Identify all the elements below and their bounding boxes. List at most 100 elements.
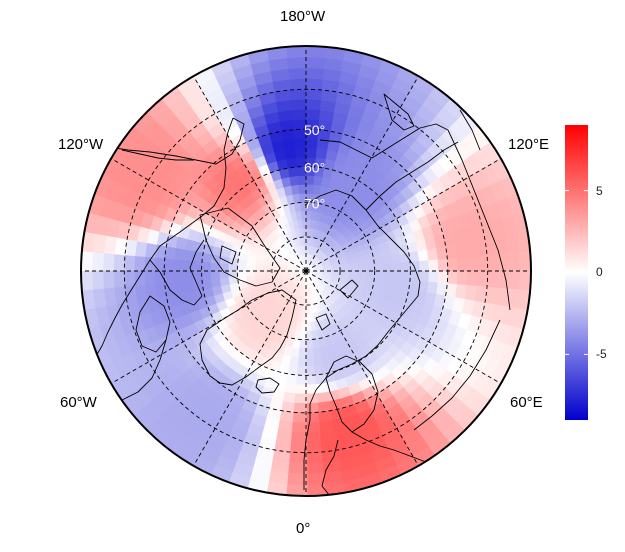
field-cell — [465, 269, 478, 286]
field-cell — [288, 221, 296, 232]
field-cell — [176, 445, 201, 467]
field-cell — [421, 356, 439, 375]
field-cell — [272, 448, 292, 463]
field-cell — [182, 85, 206, 107]
field-cell — [332, 416, 349, 430]
field-cell — [103, 253, 116, 273]
field-cell — [284, 299, 293, 310]
field-cell — [271, 312, 282, 324]
field-cell — [210, 262, 221, 272]
field-cell — [306, 278, 310, 288]
meridian-line — [305, 270, 419, 467]
field-cell — [345, 253, 356, 261]
field-cell — [297, 246, 302, 256]
meridian-line — [193, 75, 307, 272]
field-cell — [310, 237, 315, 248]
field-cell — [237, 271, 248, 278]
field-cell — [330, 208, 341, 220]
canadian-arctic-islands — [199, 207, 281, 287]
field-cell — [310, 294, 316, 305]
field-cell — [296, 166, 306, 178]
field-cell — [156, 172, 175, 192]
field-cell — [297, 286, 302, 296]
field-cell — [225, 401, 244, 418]
field-cell — [346, 277, 357, 285]
field-cell — [185, 290, 198, 304]
field-cell — [406, 435, 430, 457]
field-cell — [293, 138, 306, 150]
field-cell — [214, 106, 234, 125]
map-boundary — [80, 45, 532, 497]
field-cell — [148, 356, 168, 377]
field-cell — [448, 399, 471, 423]
field-cell — [378, 462, 403, 483]
field-cell — [158, 387, 180, 408]
field-cell — [166, 234, 180, 250]
field-cell — [432, 134, 454, 155]
field-cell — [316, 310, 324, 321]
field-cell — [164, 271, 176, 285]
field-cell — [296, 364, 307, 376]
field-cell — [254, 271, 265, 276]
field-cell — [256, 299, 268, 310]
field-cell — [288, 240, 296, 250]
field-cell — [307, 278, 312, 288]
field-cell — [285, 157, 297, 170]
field-cell — [276, 428, 294, 442]
field-cell — [103, 271, 116, 291]
field-cell — [279, 362, 291, 374]
field-cell — [354, 279, 366, 287]
field-cell — [437, 350, 456, 370]
field-cell — [395, 454, 420, 475]
field-cell — [331, 312, 341, 323]
field-cell — [292, 311, 300, 322]
field-cell — [183, 249, 196, 262]
field-cell — [359, 241, 371, 251]
field-cell — [94, 175, 114, 200]
field-cell — [316, 282, 325, 291]
field-cell — [310, 257, 318, 266]
field-cell — [375, 233, 388, 245]
field-cell — [400, 94, 423, 115]
field-cell — [273, 150, 287, 163]
field-cell — [414, 289, 428, 303]
field-cell — [305, 175, 315, 186]
field-cell — [325, 296, 334, 306]
field-cell — [329, 240, 339, 250]
field-cell — [405, 85, 429, 106]
field-cell — [324, 235, 334, 246]
field-cell — [289, 99, 306, 112]
field-cell — [292, 259, 301, 267]
field-cell — [390, 262, 402, 271]
field-cell — [254, 296, 265, 306]
field-cell — [246, 255, 258, 263]
field-cell — [301, 286, 305, 297]
field-cell — [453, 341, 472, 362]
field-cell — [489, 157, 510, 182]
field-cell — [160, 86, 185, 110]
field-cell — [272, 229, 283, 240]
greenland-coastline — [199, 289, 297, 386]
field-cell — [324, 149, 338, 163]
field-cell — [436, 333, 453, 352]
field-cell — [281, 298, 290, 309]
field-cell — [279, 286, 289, 296]
field-cell — [299, 265, 306, 271]
field-cell — [125, 285, 139, 304]
field-cell — [135, 241, 149, 259]
field-cell — [328, 397, 344, 411]
field-cell — [332, 101, 351, 117]
field-cell — [316, 390, 330, 403]
field-cell — [291, 239, 298, 249]
field-cell — [273, 277, 283, 283]
meridian-line — [110, 270, 307, 384]
field-cell — [278, 120, 294, 133]
field-cell — [343, 249, 355, 257]
field-cell — [444, 165, 464, 186]
field-cell — [306, 271, 315, 274]
field-cell — [506, 269, 520, 290]
meridian-line — [193, 270, 307, 467]
field-cell — [268, 246, 279, 255]
field-cell — [294, 238, 300, 248]
field-cell — [329, 275, 340, 280]
